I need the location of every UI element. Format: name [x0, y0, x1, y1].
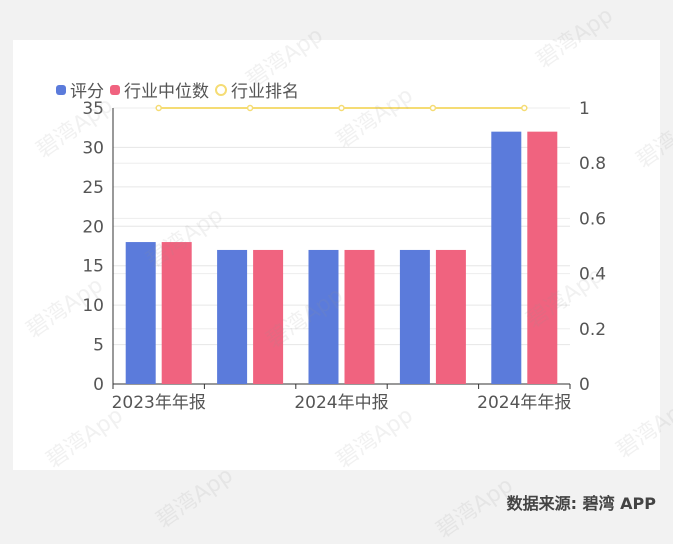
point-industry-rank — [246, 104, 254, 112]
y-right-tick-label: 1 — [579, 99, 590, 119]
bar-score — [125, 242, 156, 384]
legend-label-score: 评分 — [70, 82, 104, 102]
y-left-tick-label: 35 — [82, 99, 104, 119]
y-left-tick-label: 5 — [93, 336, 104, 356]
bar-industry-median — [253, 249, 284, 384]
y-right-tick-label: 0.6 — [579, 209, 606, 229]
legend-label-industry-median: 行业中位数 — [124, 82, 209, 102]
bar-score — [217, 249, 248, 384]
y-left-tick-label: 15 — [82, 257, 104, 277]
bar-line-chart: 0 5 10 15 20 25 30 35 0 0.2 0.4 0.6 0.8 1 2023年年报 2024年… — [82, 99, 606, 413]
point-industry-rank — [155, 104, 162, 112]
bar-industry-median — [435, 249, 466, 384]
point-industry-rank — [429, 104, 437, 112]
y-left-tick-label: 0 — [93, 375, 104, 395]
legend-item-industry-median[interactable]: 行业中位数 — [110, 77, 209, 102]
chart-legend: 评分 行业中位数 行业排名 — [56, 77, 299, 102]
point-industry-rank — [521, 104, 528, 112]
legend-swatch-score — [56, 84, 66, 95]
y-right-tick-label: 0 — [579, 375, 590, 395]
legend-swatch-industry-rank — [215, 83, 227, 96]
point-industry-rank — [338, 104, 345, 112]
legend-item-score[interactable]: 评分 — [56, 77, 104, 102]
bar-industry-median — [161, 242, 192, 384]
bar-score — [491, 131, 522, 384]
y-right-tick-label: 0.8 — [579, 154, 606, 174]
y-left-tick-label: 10 — [82, 296, 104, 316]
bar-score — [399, 249, 430, 384]
x-tick-label: 2023年年报 — [112, 393, 206, 413]
y-left-tick-label: 20 — [82, 217, 104, 237]
x-tick-label: 2024年中报 — [294, 393, 388, 413]
y-left-tick-label: 25 — [82, 178, 104, 198]
bar-industry-median — [527, 131, 558, 384]
legend-swatch-industry-median — [110, 84, 120, 95]
bar-score — [308, 249, 339, 384]
bar-industry-median — [344, 249, 375, 384]
x-tick-label: 2024年年报 — [477, 393, 571, 413]
legend-label-industry-rank: 行业排名 — [231, 82, 299, 102]
data-source-label: 数据来源: 碧湾 APP — [506, 494, 656, 513]
y-left-tick-label: 30 — [82, 138, 104, 158]
y-right-tick-label: 0.4 — [579, 265, 606, 285]
legend-item-industry-rank[interactable]: 行业排名 — [215, 77, 299, 102]
y-right-tick-label: 0.2 — [579, 320, 606, 340]
